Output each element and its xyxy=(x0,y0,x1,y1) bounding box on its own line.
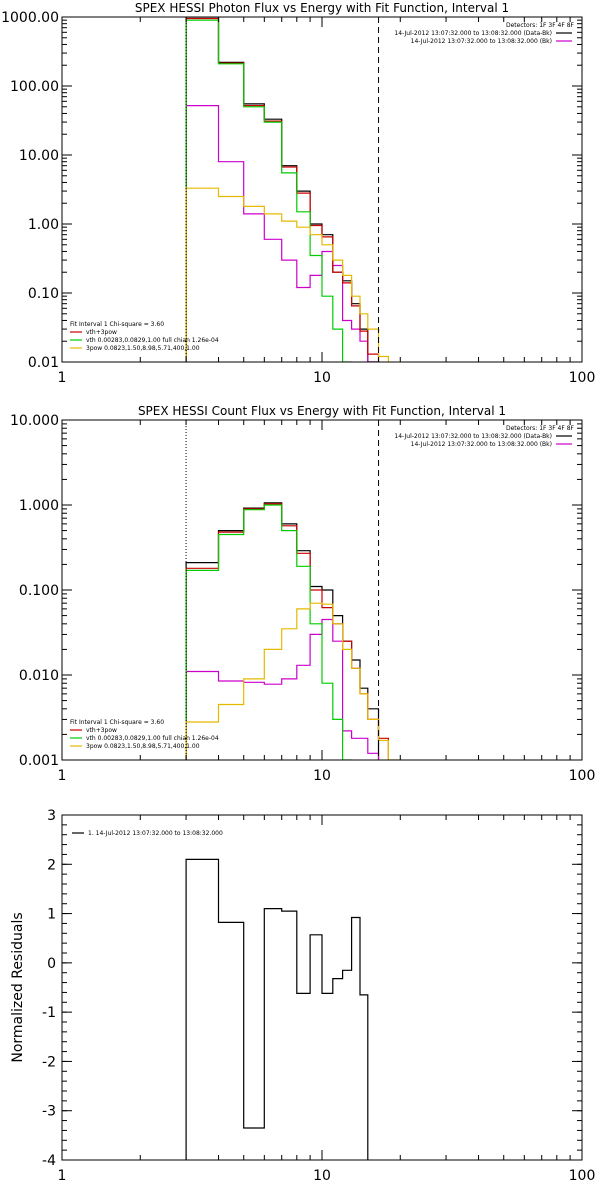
y-tick-label: 1.00 xyxy=(28,217,59,233)
legend-entry-label: 3pow 0.0823,1.50,8.98,5.71,400,1.00 xyxy=(86,743,200,750)
x-tick-label: 10 xyxy=(313,370,331,386)
y-axis-label: Normalized Residuals xyxy=(10,912,26,1062)
legend-header: Detectors: 1F 3F 4F 8F xyxy=(506,22,575,29)
x-tick-label: 1 xyxy=(58,768,67,784)
y-tick-label: 0.001 xyxy=(19,753,59,769)
y-tick-label: 0.100 xyxy=(19,583,59,599)
legend-entry-label: vth 0.00283,0.0829,1.00 full chian 1.26e… xyxy=(86,337,219,344)
y-tick-label: 0.10 xyxy=(28,286,59,302)
x-tick-label: 1 xyxy=(58,1168,67,1184)
plot-area xyxy=(185,17,389,362)
y-tick-label: 10.00 xyxy=(19,148,59,164)
legend-entry-label: vth+3pow xyxy=(86,727,117,734)
y-tick-label: 2 xyxy=(47,857,56,873)
legend-entry-label: 14-Jul-2012 13:07:32.000 to 13:08:32.000… xyxy=(394,30,552,37)
legend-entry-label: 14-Jul-2012 13:07:32.000 to 13:08:32.000… xyxy=(411,441,552,448)
series-line-residuals xyxy=(185,858,369,1160)
chart-title: SPEX HESSI Photon Flux vs Energy with Fi… xyxy=(135,1,509,15)
y-tick-label: -3 xyxy=(42,1104,56,1120)
y-tick-label: 0.010 xyxy=(19,668,59,684)
plot-frame xyxy=(61,16,583,363)
legend-entry-label: vth 0.00283,0.0829,1.00 full chian 1.26e… xyxy=(86,735,219,742)
y-tick-label: 0 xyxy=(47,956,56,972)
chart-title: SPEX HESSI Count Flux vs Energy with Fit… xyxy=(138,404,506,418)
y-tick-label: 1.000 xyxy=(19,498,59,514)
legend-entry-label: vth+3pow xyxy=(86,329,117,336)
series-line-3pow xyxy=(185,602,401,760)
legend-entry-label: 14-Jul-2012 13:07:32.000 to 13:08:32.000… xyxy=(394,433,552,440)
series-line-3pow xyxy=(185,187,389,362)
legend-header: Detectors: 1F 3F 4F 8F xyxy=(506,425,575,432)
x-tick-label: 10 xyxy=(313,768,331,784)
count-flux-panel: SPEX HESSI Count Flux vs Energy with Fit… xyxy=(10,404,596,784)
legend-entry-label: 14-Jul-2012 13:07:32.000 to 13:08:32.000… xyxy=(411,38,552,45)
y-tick-label: 1 xyxy=(47,907,56,923)
y-tick-label: -4 xyxy=(42,1153,56,1169)
legend-header: Fit Interval 1 Chi-square = 3.60 xyxy=(70,321,164,328)
y-tick-label: 1000.00 xyxy=(1,10,59,26)
x-tick-label: 100 xyxy=(569,1168,596,1184)
legend-entry-label: 1. 14-Jul-2012 13:07:32.000 to 13:08:32.… xyxy=(88,830,223,837)
series-line-vth-3pow xyxy=(185,17,380,362)
legend-entry-label: 3pow 0.0823,1.50,8.98,5.71,400,1.00 xyxy=(86,345,200,352)
y-tick-label: -2 xyxy=(42,1054,56,1070)
y-tick-label: 3 xyxy=(47,808,56,824)
x-tick-label: 10 xyxy=(313,1168,331,1184)
x-tick-label: 1 xyxy=(58,370,67,386)
photon-flux-panel: SPEX HESSI Photon Flux vs Energy with Fi… xyxy=(1,1,596,386)
y-tick-label: 0.01 xyxy=(28,355,59,371)
series-line-vth xyxy=(185,19,353,362)
y-tick-label: 10.000 xyxy=(10,413,59,429)
x-tick-label: 100 xyxy=(569,370,596,386)
legend-header: Fit Interval 1 Chi-square = 3.60 xyxy=(70,719,164,726)
series-line-vth xyxy=(185,504,353,760)
plot-area xyxy=(185,502,401,760)
plot-area xyxy=(185,858,369,1160)
series-line-bk xyxy=(185,105,380,362)
x-tick-label: 100 xyxy=(569,768,596,784)
y-tick-label: 100.00 xyxy=(10,79,59,95)
y-tick-label: -1 xyxy=(42,1005,56,1021)
